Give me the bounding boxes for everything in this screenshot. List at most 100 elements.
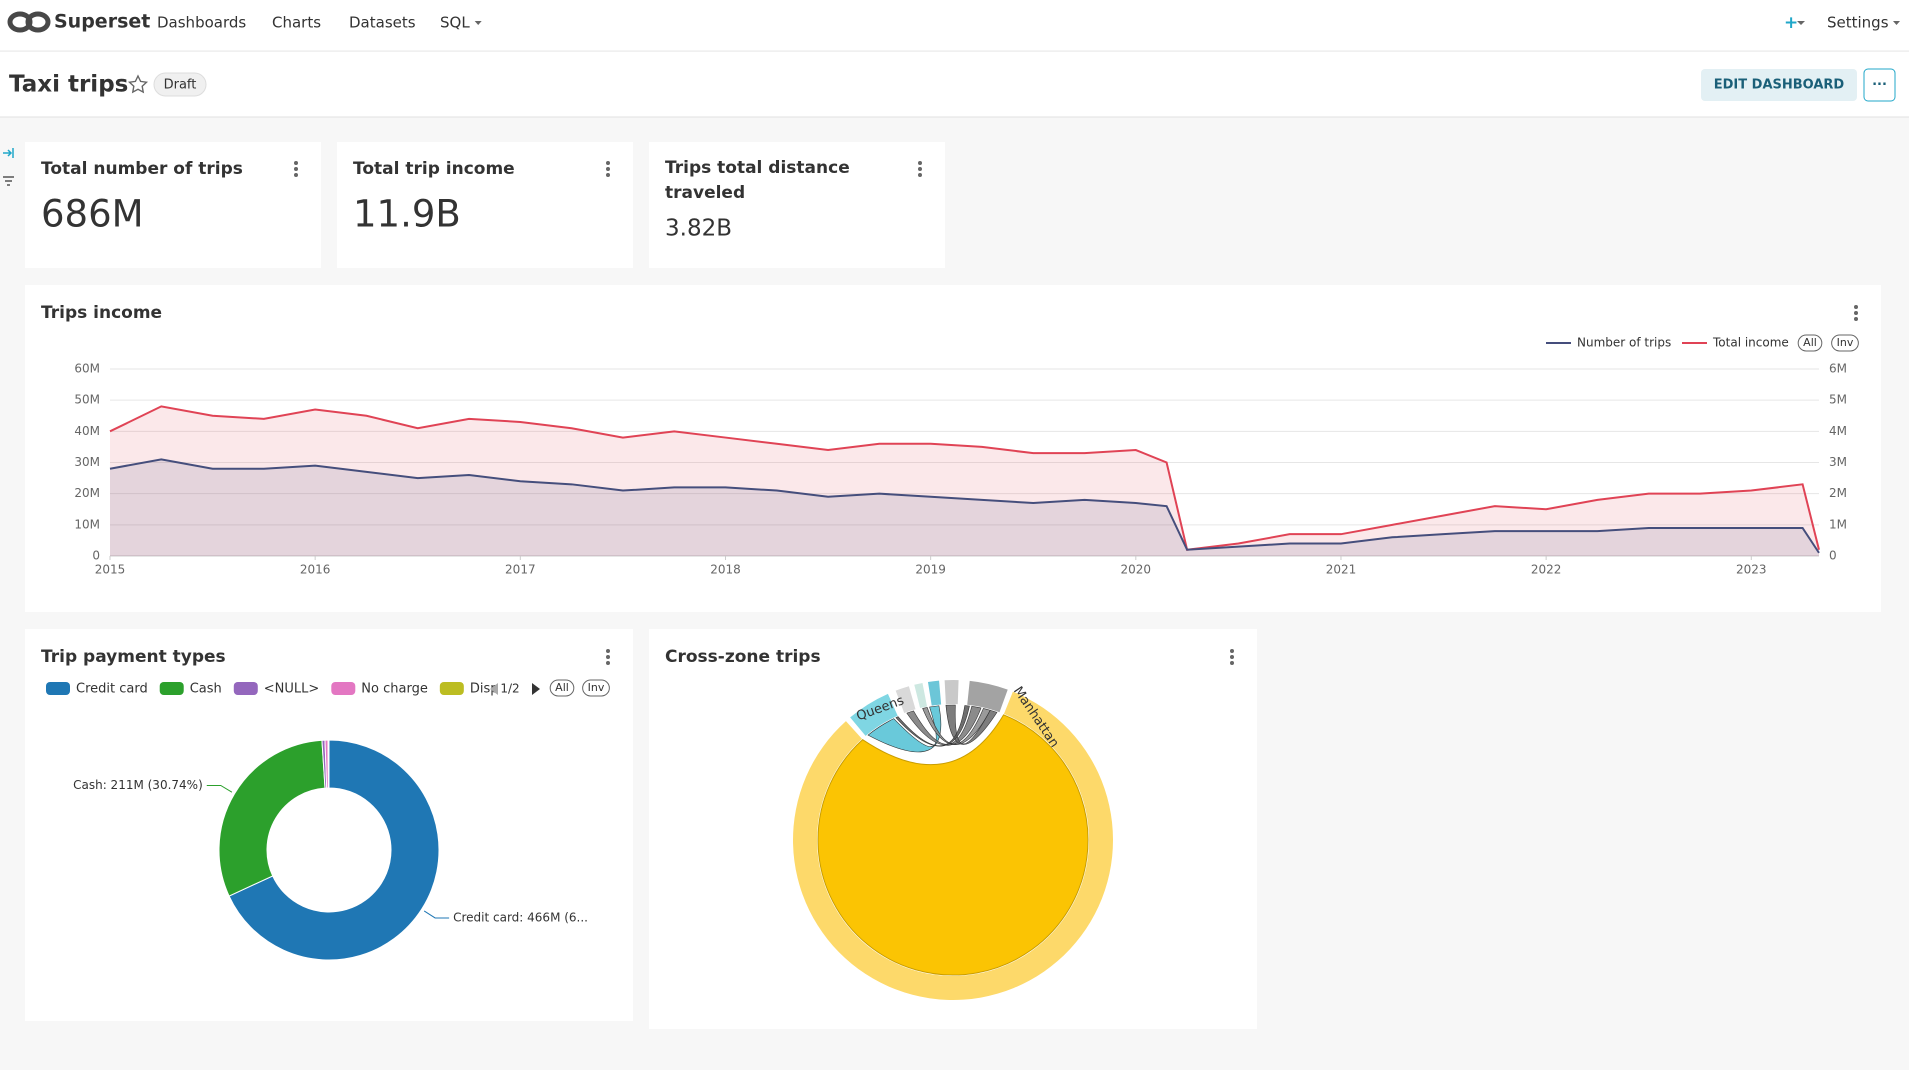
y-tick-label: 30M bbox=[74, 455, 100, 469]
brand: Superset bbox=[54, 11, 150, 33]
more-button[interactable] bbox=[1863, 68, 1896, 102]
menu-dot[interactable] bbox=[606, 655, 610, 659]
legend-label[interactable]: Total income bbox=[1712, 336, 1789, 350]
series-line bbox=[109, 405, 1820, 551]
nav-item[interactable]: SQL bbox=[440, 14, 470, 32]
x-tick-label: 2015 bbox=[95, 563, 126, 577]
menu-dot[interactable] bbox=[1230, 655, 1234, 659]
logo-loop bbox=[25, 11, 51, 33]
legend-swatch[interactable] bbox=[233, 682, 258, 695]
menu-dot[interactable] bbox=[606, 649, 610, 653]
legend-inv-button[interactable] bbox=[1831, 334, 1859, 352]
x-tick-label: 2023 bbox=[1736, 563, 1767, 577]
legend-prev[interactable] bbox=[490, 683, 498, 695]
nav-item[interactable]: Charts bbox=[272, 14, 321, 32]
legend-swatch[interactable] bbox=[331, 682, 356, 695]
x-tick-label: 2022 bbox=[1531, 563, 1562, 577]
x-tick-label: 2017 bbox=[505, 563, 536, 577]
legend-label[interactable]: <NULL> bbox=[264, 682, 320, 697]
chart-title: Trips income bbox=[41, 303, 162, 323]
x-tick-label: 2016 bbox=[300, 563, 331, 577]
chord-group bbox=[967, 680, 1008, 713]
legend-all: All bbox=[555, 681, 569, 694]
kpi-title: Total trip income bbox=[353, 159, 515, 179]
menu-dot[interactable] bbox=[1230, 661, 1234, 665]
menu-dot[interactable] bbox=[294, 173, 298, 177]
legend-page: 1/2 bbox=[500, 682, 519, 696]
menu-dot[interactable] bbox=[1854, 317, 1858, 321]
x-tick-label: 2018 bbox=[710, 563, 741, 577]
pie-slice[interactable] bbox=[327, 739, 330, 789]
y2-tick-label: 6M bbox=[1829, 362, 1847, 376]
menu-dot[interactable] bbox=[1230, 649, 1234, 653]
chord-group bbox=[944, 680, 959, 705]
chart-title: Cross-zone trips bbox=[665, 647, 821, 667]
pie-label: Cash: 211M (30.74%) bbox=[73, 778, 203, 792]
menu-dot[interactable] bbox=[606, 661, 610, 665]
caret bbox=[1797, 21, 1805, 25]
kpi-card bbox=[649, 142, 945, 268]
legend-all: All bbox=[1803, 336, 1817, 349]
chart-panel bbox=[25, 285, 1881, 612]
expand-filters-icon[interactable] bbox=[3, 148, 14, 158]
menu-dot[interactable] bbox=[606, 161, 610, 165]
chord-ribbon bbox=[867, 705, 942, 753]
legend-next[interactable] bbox=[532, 683, 540, 695]
kpi-card bbox=[337, 142, 633, 268]
chord-ribbon bbox=[895, 705, 970, 747]
menu-dot[interactable] bbox=[606, 173, 610, 177]
plus-menu[interactable]: + bbox=[1784, 13, 1798, 33]
menu-dot[interactable] bbox=[918, 173, 922, 177]
y2-tick-label: 3M bbox=[1829, 455, 1847, 469]
kpi-title-box: Trips total distance traveled bbox=[665, 158, 850, 203]
y2-tick-label: 5M bbox=[1829, 393, 1847, 407]
menu-dot[interactable] bbox=[918, 161, 922, 165]
legend-all-button[interactable] bbox=[1797, 334, 1823, 352]
caret bbox=[1893, 21, 1900, 25]
header bbox=[0, 52, 1909, 117]
dashboard-title: Taxi trips bbox=[9, 72, 128, 98]
x-tick-label: 2019 bbox=[915, 563, 946, 577]
legend-swatch[interactable] bbox=[159, 682, 184, 695]
legend-inv: Inv bbox=[588, 681, 605, 694]
y-tick-label: 60M bbox=[74, 362, 100, 376]
pie-slice[interactable] bbox=[228, 739, 440, 961]
legend-swatch[interactable] bbox=[46, 682, 70, 695]
settings-menu[interactable]: Settings bbox=[1827, 14, 1889, 32]
filter-icon[interactable] bbox=[3, 176, 14, 186]
favorite-star[interactable] bbox=[127, 74, 149, 94]
menu-dot[interactable] bbox=[294, 167, 298, 171]
y-tick-label: 10M bbox=[74, 517, 100, 531]
legend-label[interactable]: Cash bbox=[190, 682, 222, 697]
menu-dot[interactable] bbox=[1854, 305, 1858, 309]
legend-label[interactable]: Credit card bbox=[76, 682, 148, 697]
chart-title: Trip payment types bbox=[41, 647, 226, 667]
chord-ribbon bbox=[817, 714, 1089, 976]
legend-label[interactable]: Number of trips bbox=[1577, 336, 1671, 350]
draft-badge[interactable] bbox=[153, 72, 207, 97]
nav-item[interactable]: Datasets bbox=[349, 14, 416, 32]
chord-group bbox=[895, 686, 916, 714]
legend-label[interactable]: Disp bbox=[470, 682, 499, 697]
legend-inv-button[interactable] bbox=[582, 679, 610, 697]
y-tick-label: 0 bbox=[92, 549, 100, 563]
legend-all-button[interactable] bbox=[549, 679, 575, 697]
pie-slice[interactable] bbox=[218, 739, 326, 897]
menu-dot[interactable] bbox=[918, 167, 922, 171]
more-label: ··· bbox=[1872, 78, 1887, 93]
menu-dot[interactable] bbox=[1854, 311, 1858, 315]
y-tick-label: 20M bbox=[74, 486, 100, 500]
draft-label: Draft bbox=[164, 78, 197, 93]
legend-swatch[interactable] bbox=[439, 682, 464, 695]
menu-dot[interactable] bbox=[606, 167, 610, 171]
nav-item[interactable]: Dashboards bbox=[157, 14, 246, 32]
logo[interactable]: Superset bbox=[7, 11, 150, 33]
legend-label[interactable]: No charge bbox=[361, 682, 428, 697]
chord-ribbon bbox=[945, 704, 998, 745]
edit-dashboard-button[interactable] bbox=[1701, 69, 1857, 101]
y2-tick-label: 4M bbox=[1829, 424, 1847, 438]
kpi-value: 686M bbox=[41, 193, 144, 236]
menu-dot[interactable] bbox=[294, 161, 298, 165]
